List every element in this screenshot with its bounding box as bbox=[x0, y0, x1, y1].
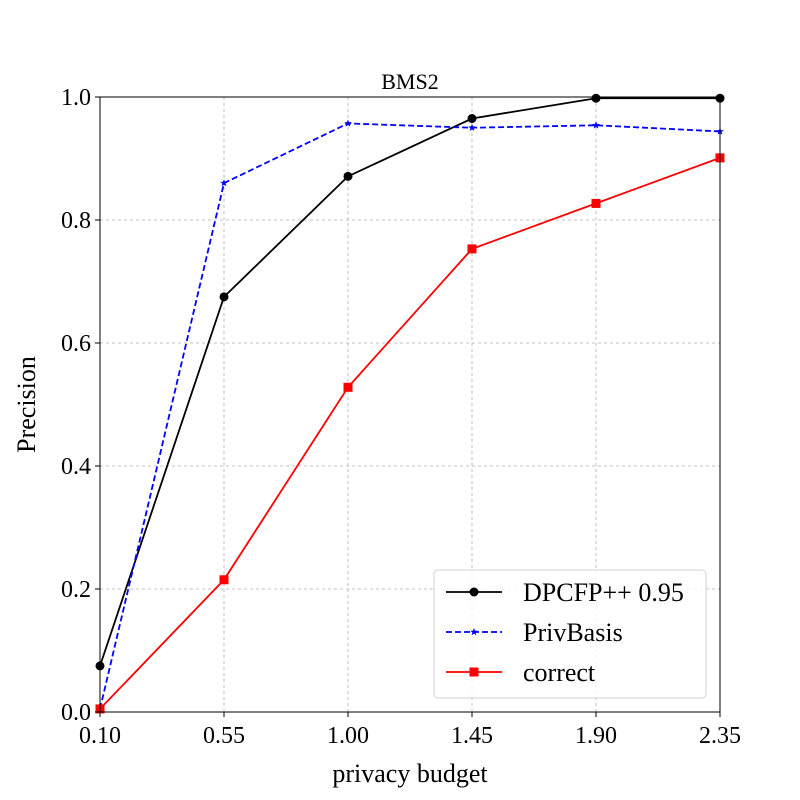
data-point bbox=[592, 121, 600, 129]
x-tick-label: 1.90 bbox=[575, 723, 617, 749]
data-point bbox=[220, 179, 228, 187]
y-axis-title: Precision bbox=[12, 356, 41, 453]
data-point bbox=[591, 198, 601, 208]
x-axis-title: privacy budget bbox=[332, 759, 488, 788]
data-point bbox=[343, 382, 353, 392]
data-point bbox=[469, 667, 479, 677]
legend-label: DPCFP++ 0.95 bbox=[523, 578, 684, 607]
legend-entry: PrivBasis bbox=[446, 618, 623, 647]
legend-entry: correct bbox=[446, 658, 596, 687]
series-line bbox=[99, 157, 721, 710]
y-tick-label: 0.2 bbox=[61, 577, 91, 603]
data-point bbox=[219, 575, 229, 585]
data-point bbox=[219, 292, 229, 302]
series-layer bbox=[95, 93, 725, 714]
y-tick-label: 1.0 bbox=[61, 85, 91, 111]
axis-ticks: 0.10 0.55 1.00 1.45 1.90 2.35 0.0 0.2 0.4 0.6 0.8 1… bbox=[61, 85, 741, 749]
data-point bbox=[467, 114, 477, 124]
series-line bbox=[99, 122, 721, 710]
x-tick-label: 0.55 bbox=[203, 723, 245, 749]
chart-title: BMS2 bbox=[381, 69, 438, 94]
legend-entry: DPCFP++ 0.95 bbox=[446, 578, 684, 607]
data-point bbox=[343, 171, 353, 181]
y-tick-label: 0.8 bbox=[61, 208, 91, 234]
data-point bbox=[468, 123, 476, 131]
legend-box bbox=[433, 569, 707, 699]
legend: DPCFP++ 0.95 PrivBasis correct bbox=[433, 569, 707, 699]
y-tick-label: 0.4 bbox=[61, 454, 91, 480]
data-point bbox=[467, 244, 477, 254]
x-tick-label: 2.35 bbox=[699, 723, 741, 749]
y-tick-label: 0.6 bbox=[61, 331, 91, 357]
y-tick-label: 0.0 bbox=[61, 700, 91, 726]
x-tick-label: 1.45 bbox=[451, 723, 493, 749]
data-point bbox=[470, 628, 478, 636]
legend-label: correct bbox=[523, 658, 596, 687]
data-point bbox=[469, 587, 479, 597]
series-line bbox=[99, 97, 720, 667]
plot-area-frame bbox=[99, 96, 721, 713]
legend-label: PrivBasis bbox=[523, 618, 623, 647]
data-point bbox=[591, 93, 601, 103]
data-point bbox=[344, 119, 352, 127]
x-tick-label: 1.00 bbox=[327, 723, 369, 749]
x-tick-label: 0.10 bbox=[79, 723, 121, 749]
